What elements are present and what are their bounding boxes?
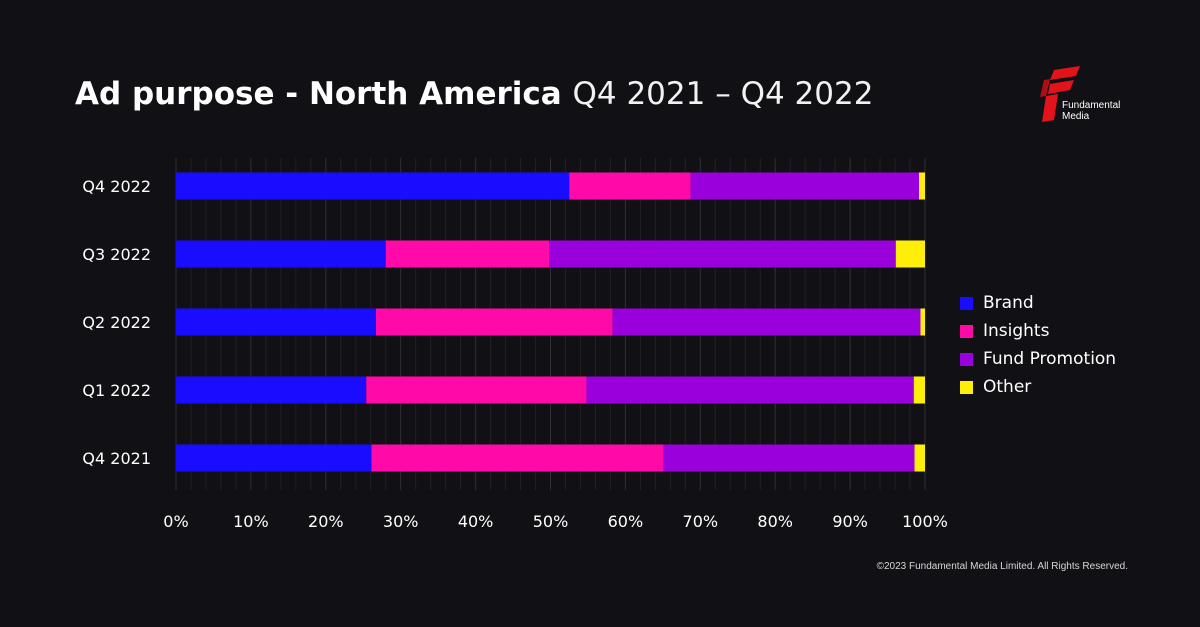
y-tick-label: Q2 2022	[82, 313, 151, 332]
bar-segment-fund-promotion	[549, 240, 896, 268]
bar-segment-fund-promotion	[663, 444, 915, 472]
x-tick-label: 20%	[308, 512, 344, 531]
bar-segment-other	[920, 308, 925, 336]
logo-line-1: Fundamental	[1062, 100, 1121, 111]
legend-swatch	[960, 324, 973, 338]
x-tick-label: 60%	[608, 512, 644, 531]
x-axis-labels: 0% 10% 20% 30% 40% 50% 60% 70% 80% 90% 100%	[163, 512, 948, 531]
legend-swatch	[960, 296, 973, 310]
bar-segment-other	[914, 444, 925, 472]
bar-segment-insights	[569, 172, 691, 200]
legend-item-other: Other	[960, 373, 1116, 401]
bar-segment-insights	[366, 376, 587, 404]
bar-segment-insights	[385, 240, 550, 268]
bar-segment-brand	[176, 308, 376, 336]
x-tick-label: 100%	[902, 512, 948, 531]
y-tick-label: Q4 2021	[82, 449, 151, 468]
bar-segment-brand	[176, 444, 372, 472]
copyright-notice: ©2023 Fundamental Media Limited. All Rig…	[876, 561, 1128, 572]
x-tick-label: 0%	[163, 512, 188, 531]
x-tick-label: 10%	[233, 512, 269, 531]
y-tick-label: Q1 2022	[82, 381, 151, 400]
bars	[176, 172, 925, 472]
legend-item-fund-promotion: Fund Promotion	[960, 345, 1116, 373]
legend-swatch	[960, 352, 973, 366]
legend-label: Other	[983, 377, 1032, 397]
x-tick-label: 50%	[533, 512, 569, 531]
x-tick-label: 30%	[383, 512, 419, 531]
bar-segment-other	[913, 376, 925, 404]
fundamental-media-logo-icon	[1040, 66, 1080, 122]
y-axis-labels: Q4 2022 Q3 2022 Q2 2022 Q1 2022 Q4 2021	[82, 177, 151, 468]
x-tick-label: 90%	[832, 512, 868, 531]
bar-segment-other	[919, 172, 925, 200]
legend-item-insights: Insights	[960, 317, 1116, 345]
legend-label: Fund Promotion	[983, 349, 1117, 369]
x-tick-label: 70%	[683, 512, 719, 531]
bar-segment-insights	[371, 444, 664, 472]
bar-segment-fund-promotion	[612, 308, 921, 336]
legend-item-brand: Brand	[960, 289, 1116, 317]
x-tick-label: 40%	[458, 512, 494, 531]
chart-title-period: Q4 2021 – Q4 2022	[572, 76, 874, 112]
chart-title-bold: Ad purpose - North America	[75, 76, 562, 112]
y-tick-label: Q3 2022	[82, 245, 151, 264]
company-logo: Fundamental Media	[1040, 66, 1140, 126]
legend-label: Insights	[983, 321, 1050, 341]
y-tick-label: Q4 2022	[82, 177, 151, 196]
bar-segment-brand	[176, 376, 367, 404]
bar-segment-brand	[176, 172, 570, 200]
bar-segment-fund-promotion	[690, 172, 920, 200]
legend-label: Brand	[983, 293, 1034, 313]
legend-swatch	[960, 380, 973, 394]
chart-legend: Brand Insights Fund Promotion Other	[960, 289, 1116, 401]
x-tick-label: 80%	[757, 512, 793, 531]
logo-line-2: Media	[1062, 111, 1090, 122]
chart-title: Ad purpose - North America Q4 2021 – Q4 …	[75, 72, 873, 116]
logo-wordmark: Fundamental Media	[1062, 100, 1142, 122]
bar-segment-fund-promotion	[586, 376, 914, 404]
bar-segment-brand	[176, 240, 386, 268]
bar-segment-other	[895, 240, 925, 268]
bar-segment-insights	[375, 308, 613, 336]
